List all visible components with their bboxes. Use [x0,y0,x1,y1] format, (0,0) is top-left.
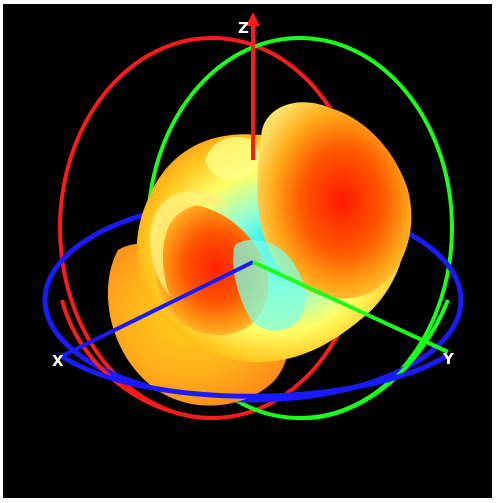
y-axis-line [252,260,449,354]
pattern-top-bulge [205,136,260,181]
radiation-pattern-surface [107,102,412,406]
xz-plane-ring-front [60,299,213,420]
x-axis-line [61,260,254,358]
x-axis-label: X [52,352,64,370]
yz-plane-ring-front [299,299,450,421]
pattern-left-lobe [151,204,269,336]
z-axis-label: Z [238,19,249,37]
z-axis-arrowhead [246,12,260,26]
pattern-left-lobe-rim [150,190,228,296]
xy-plane-ring-front [58,352,450,399]
pattern-right-lobe [257,102,412,299]
y-axis-label: Y [442,350,455,368]
